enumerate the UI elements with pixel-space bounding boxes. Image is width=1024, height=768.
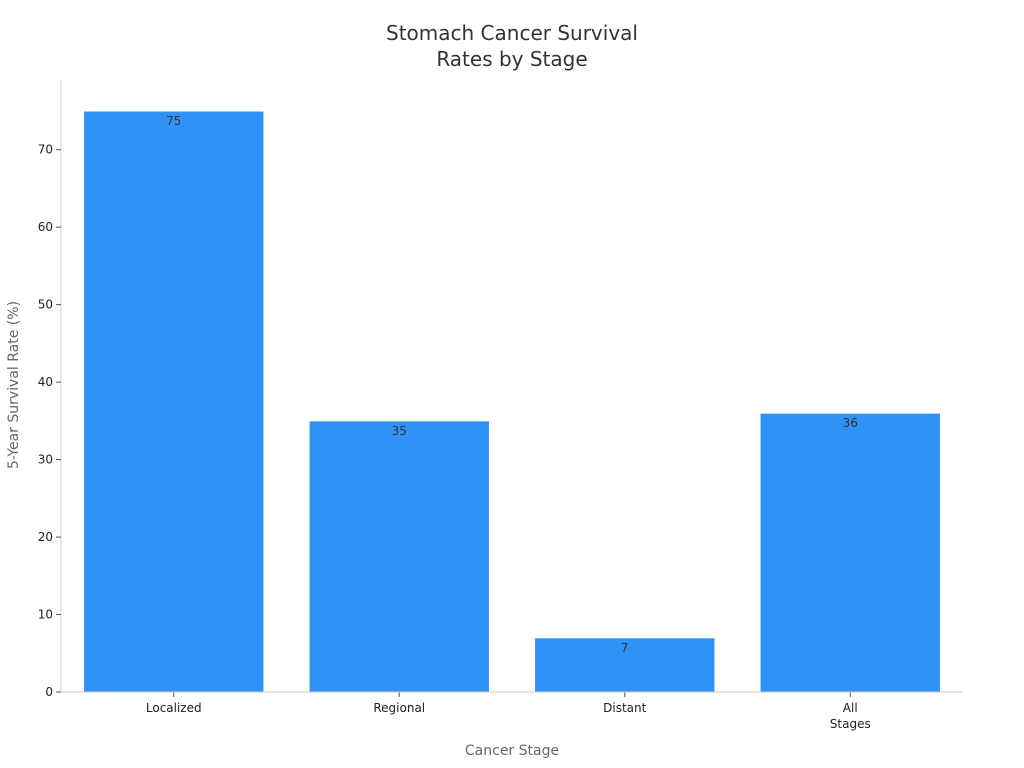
data-label: 75	[166, 114, 181, 128]
data-label: 36	[843, 416, 858, 430]
x-tick-label: All Stages	[830, 701, 871, 731]
x-tick-label: Localized	[146, 701, 202, 715]
y-tick-label: 70	[38, 143, 53, 157]
y-tick-label: 20	[38, 530, 53, 544]
bar-distant	[534, 637, 716, 693]
x-tick-label: Distant	[603, 701, 646, 715]
bar-regional	[308, 420, 490, 693]
chart-title-line-1: Stomach Cancer Survival	[386, 21, 638, 45]
y-axis-label: 5-Year Survival Rate (%)	[6, 301, 22, 469]
data-label: 35	[392, 424, 407, 438]
y-tick-label: 0	[45, 685, 53, 699]
y-tick-label: 30	[38, 453, 53, 467]
x-axis-label: Cancer Stage	[465, 743, 559, 759]
y-tick-label: 40	[38, 375, 53, 389]
chart-title-line-2: Rates by Stage	[436, 47, 587, 71]
x-tick-label: Regional	[373, 701, 425, 715]
axes-group: Localized Regional Distant All Stages 0 10 20 30…	[38, 80, 963, 731]
y-tick-label: 10	[38, 608, 53, 622]
bars-group: 75 35 7 36	[83, 110, 941, 693]
bar-all-stages	[759, 412, 941, 693]
y-tick-label: 60	[38, 220, 53, 234]
data-label: 7	[621, 641, 629, 655]
bar-localized	[83, 110, 265, 693]
y-tick-label: 50	[38, 298, 53, 312]
